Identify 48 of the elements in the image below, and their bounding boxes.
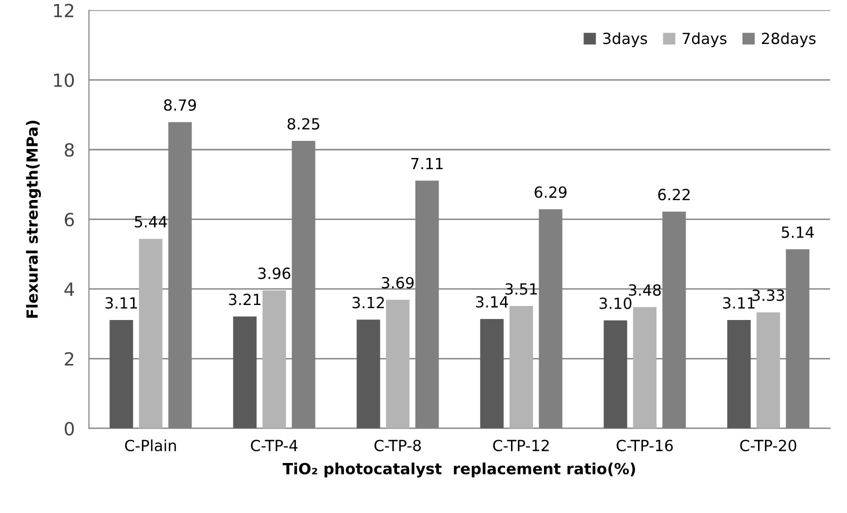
x-tick-label: C-TP-8: [374, 440, 421, 452]
bar: [727, 320, 751, 428]
bar: [756, 312, 780, 428]
data-label: 3.11: [723, 297, 755, 309]
data-label: 3.11: [106, 297, 137, 309]
y-tick-label: 0: [64, 422, 74, 436]
bar: [480, 318, 504, 428]
legend-label: 7days: [682, 32, 726, 48]
data-label: 3.33: [752, 289, 784, 302]
data-label: 5.14: [782, 226, 814, 238]
bar: [233, 316, 257, 428]
data-label: 6.22: [658, 188, 690, 200]
y-tick-label: 10: [54, 73, 74, 88]
data-label: 3.12: [352, 296, 384, 308]
data-label: 3.14: [476, 296, 508, 308]
data-label: 3.51: [505, 283, 537, 295]
data-label: 5.44: [134, 216, 167, 228]
x-tick-label: C-TP-4: [250, 440, 298, 452]
data-label: 7.11: [411, 158, 443, 170]
y-tick-label: 4: [64, 282, 74, 296]
x-tick-label: C-TP-12: [493, 440, 549, 452]
data-label: 3.69: [382, 276, 414, 288]
data-label: 3.21: [229, 294, 260, 306]
bar: [262, 290, 286, 428]
y-axis-title: Flexural strength(MPa): [26, 120, 41, 318]
bar: [386, 300, 410, 428]
bar: [633, 307, 657, 428]
x-axis-title: TiO₂ photocatalyst replacement ratio(%): [282, 462, 636, 478]
x-tick-label: C-TP-20: [740, 440, 796, 452]
bar: [356, 320, 380, 428]
bar: [604, 320, 628, 428]
data-label: 6.29: [534, 186, 567, 198]
x-tick-label: C-TP-16: [616, 440, 673, 452]
y-tick-label: 8: [64, 143, 74, 157]
data-label: 8.25: [288, 118, 320, 130]
legend-label: 28days: [762, 32, 816, 48]
y-tick-label: 6: [64, 212, 74, 226]
bar: [510, 306, 533, 428]
y-tick-label: 2: [64, 352, 74, 366]
data-label: 3.10: [600, 298, 632, 310]
data-label: 8.79: [164, 99, 196, 111]
x-tick-label: C-Plain: [125, 439, 176, 452]
data-label: 3.48: [628, 284, 661, 296]
bar: [138, 238, 162, 428]
bar: [110, 320, 134, 428]
y-tick-label: 12: [54, 4, 74, 18]
data-label: 3.96: [258, 268, 290, 280]
legend-label: 3days: [603, 32, 648, 48]
